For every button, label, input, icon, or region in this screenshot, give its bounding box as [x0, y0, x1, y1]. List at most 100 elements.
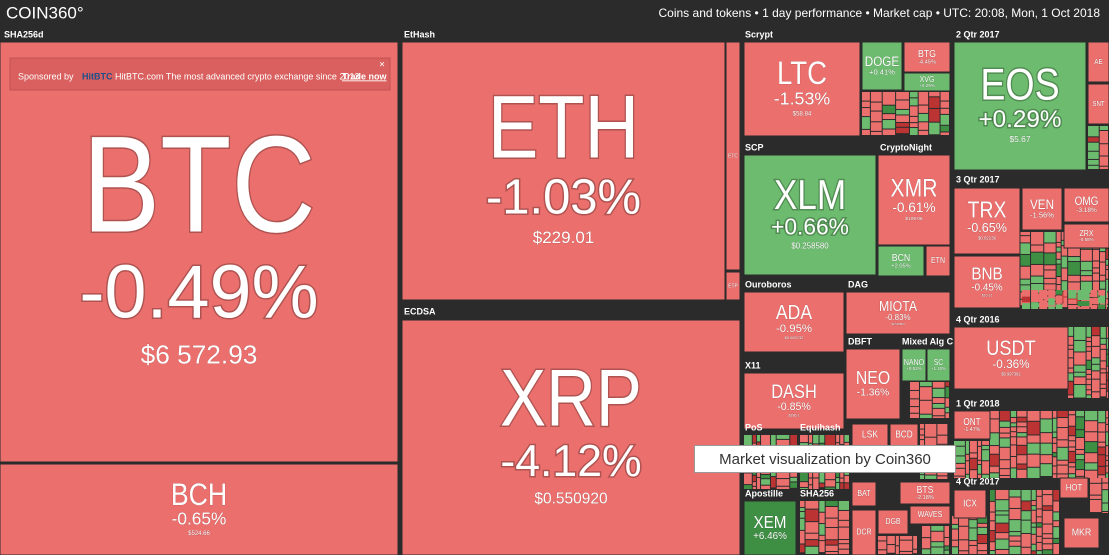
coin-price: $10.12: [982, 294, 993, 298]
coin-tile[interactable]: [0, 463, 399, 555]
minor-tile: [1085, 470, 1098, 478]
minor-tile: [965, 441, 969, 454]
coin-tile[interactable]: [909, 505, 951, 525]
coin-tile[interactable]: [1063, 517, 1100, 549]
coin-tile[interactable]: [903, 41, 951, 73]
coin-tile[interactable]: [1063, 223, 1109, 249]
minor-tile: [990, 490, 995, 501]
coin-change: -4.45%: [918, 59, 936, 65]
minor-tile: [819, 472, 825, 483]
minor-tile: [805, 522, 819, 533]
logo[interactable]: COIN360°: [6, 3, 84, 22]
minor-tile: [1099, 166, 1108, 169]
coin-change: -0.36%: [992, 358, 1030, 371]
minor-tile: [1068, 299, 1077, 304]
minor-tile: [838, 510, 849, 520]
coin-tile[interactable]: [877, 509, 909, 535]
minor-tile: [940, 114, 949, 125]
minor-tile: [990, 512, 995, 521]
coin-tile[interactable]: [851, 509, 877, 555]
minor-tile: [1031, 296, 1039, 302]
minor-tile: [1086, 390, 1092, 395]
coin-tile[interactable]: [845, 348, 901, 420]
minor-tile: [1090, 290, 1098, 298]
minor-tile: [1044, 270, 1056, 278]
minor-tile: [770, 470, 776, 477]
coin-price: $5.67: [1009, 134, 1030, 144]
minor-tile: [800, 518, 805, 530]
minor-tile: [1074, 385, 1086, 398]
minor-tile: [952, 540, 959, 547]
coin-tile[interactable]: [725, 271, 741, 301]
minor-tile: [977, 551, 987, 554]
minor-tile: [977, 516, 987, 523]
minor-tile: [1052, 457, 1057, 466]
coin-tile[interactable]: [0, 41, 399, 463]
coin-tile[interactable]: [401, 41, 726, 301]
coin-tile[interactable]: [845, 291, 951, 335]
minor-tile: [937, 476, 948, 479]
minor-tile: [920, 435, 925, 440]
coin-tile[interactable]: [743, 154, 877, 276]
coin-tile[interactable]: [743, 291, 845, 353]
coin-tile[interactable]: [953, 489, 987, 519]
coin-tile[interactable]: [725, 41, 741, 271]
coin-tile[interactable]: [877, 245, 925, 277]
coin-tile[interactable]: [953, 255, 1021, 309]
coin-symbol: XMR: [891, 174, 938, 202]
group-label: 1 Qtr 2018: [956, 398, 1000, 408]
coin-tile[interactable]: [925, 245, 951, 277]
coin-price: $0.502803: [891, 322, 905, 326]
coin-tile[interactable]: [877, 154, 951, 246]
coin-tile[interactable]: [743, 41, 861, 137]
minor-tile: [1068, 451, 1076, 463]
minor-tile: [800, 469, 808, 482]
coin-tile[interactable]: [926, 348, 951, 382]
minor-tile: [862, 117, 870, 129]
coin-tile[interactable]: [953, 187, 1021, 255]
minor-tile: [1036, 536, 1042, 542]
coin-price: $229.01: [533, 228, 595, 247]
coin-tile[interactable]: [953, 326, 1069, 390]
coin-tile[interactable]: [1063, 187, 1109, 223]
coin-tile[interactable]: [953, 410, 991, 440]
minor-tile: [1020, 266, 1031, 279]
minor-tile: [882, 105, 896, 114]
sponsor-close[interactable]: ×: [379, 60, 385, 71]
minor-tile: [1098, 475, 1106, 478]
coin-tile[interactable]: [901, 348, 927, 382]
coin-tile[interactable]: [1087, 41, 1109, 83]
minor-tile: [761, 485, 770, 489]
minor-tile: [800, 530, 805, 544]
minor-tile: [1068, 447, 1076, 451]
coin-symbol: XVG: [920, 74, 935, 84]
minor-tile: [918, 92, 929, 105]
coin-tile[interactable]: [861, 41, 903, 91]
minor-tile: [1106, 299, 1108, 304]
coin-tile[interactable]: [851, 481, 877, 507]
minor-tile: [813, 435, 819, 444]
minor-tile: [1068, 262, 1080, 275]
sponsor-link[interactable]: Trade now: [342, 71, 388, 81]
minor-tile: [1061, 268, 1068, 281]
minor-tile: [1057, 474, 1068, 478]
coin-tile[interactable]: [1087, 83, 1109, 125]
coin-tile[interactable]: [401, 319, 741, 555]
coin-tile[interactable]: [903, 72, 951, 92]
minor-tile: [1042, 490, 1053, 495]
minor-tile: [1031, 527, 1036, 534]
coin-tile[interactable]: [743, 372, 845, 430]
minor-tile: [800, 544, 805, 553]
minor-tile: [1052, 443, 1057, 453]
minor-tile: [1092, 371, 1100, 379]
coin-tile[interactable]: [953, 41, 1087, 171]
minor-tile: [838, 501, 849, 510]
minor-tile: [1106, 354, 1108, 366]
minor-tile: [1098, 411, 1106, 423]
coin-tile[interactable]: [899, 481, 951, 505]
coin-tile[interactable]: [743, 500, 797, 555]
coin-tile[interactable]: [1059, 477, 1089, 499]
minor-tile: [1106, 292, 1108, 299]
coin-tile[interactable]: [1021, 187, 1063, 231]
minor-tile: [1088, 165, 1099, 169]
